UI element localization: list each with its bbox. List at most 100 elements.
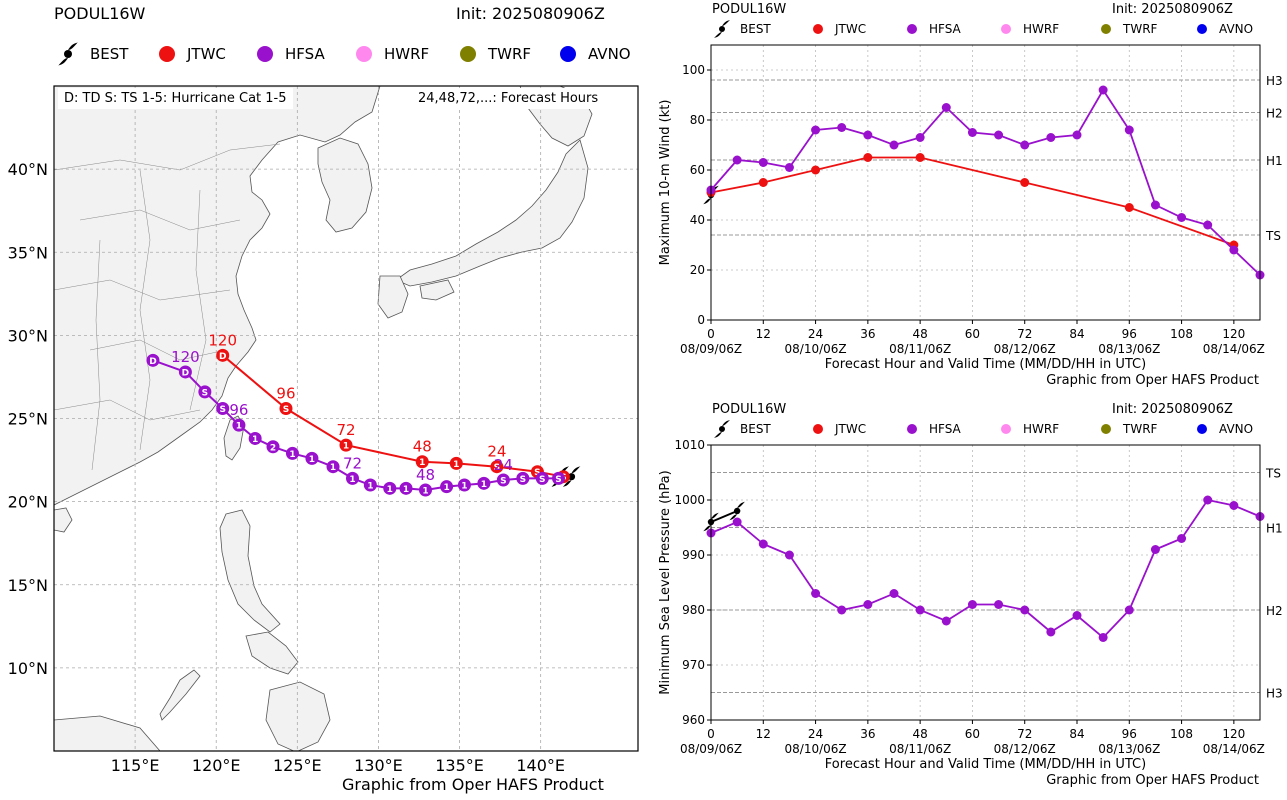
hurricane-symbol-icon <box>714 20 730 38</box>
lat-tick-label: 35°N <box>8 243 48 262</box>
twrf-circle-marker-icon <box>1101 424 1111 434</box>
wind-legend-avno: AVNO <box>1219 22 1253 36</box>
x-axis-title: Forecast Hour and Valid Time (MM/DD/HH i… <box>825 757 1146 772</box>
legend-avno-label: AVNO <box>588 45 631 63</box>
track-map: SSS241148172S96D120SSSS24111148111172111… <box>8 85 639 775</box>
valid-time-label: 08/11/06Z <box>889 742 951 756</box>
x-tick-label: 48 <box>913 727 928 741</box>
valid-time-label: 08/12/06Z <box>994 742 1056 756</box>
jtwc-series-line <box>710 156 1235 246</box>
hfsa-track-point <box>496 473 510 487</box>
x-tick-label: 72 <box>1017 327 1032 341</box>
panel-footer: Graphic from Oper HAFS Product <box>1046 373 1259 388</box>
jtwc-category-label: 1 <box>419 458 425 468</box>
hfsa-category-label: 1 <box>330 463 336 473</box>
hfsa-hour-label: 48 <box>416 466 435 484</box>
jtwc-track-point <box>216 348 230 362</box>
map-note-hours: 24,48,72,...: Forecast Hours <box>412 88 605 109</box>
lon-tick-label: 140°E <box>516 756 565 775</box>
jtwc-category-label: S <box>494 463 500 473</box>
map-gridlines <box>54 86 638 751</box>
hfsa-data-point <box>994 130 1004 140</box>
hfsa-data-point <box>941 103 951 112</box>
pres-legend-hfsa: HFSA <box>929 422 962 436</box>
hfsa-category-label: 1 <box>387 485 393 495</box>
valid-time-label: 08/09/06Z <box>680 742 742 756</box>
jtwc-track-line <box>222 354 564 478</box>
lon-tick-label: 130°E <box>354 756 403 775</box>
hfsa-track-point <box>285 446 299 460</box>
pres-legend-hwrf: HWRF <box>1023 422 1059 436</box>
legend-twrf-label: TWRF <box>487 45 531 63</box>
lon-tick-label: 135°E <box>435 756 484 775</box>
lon-tick-label: 120°E <box>192 756 241 775</box>
hfsa-category-label: 1 <box>349 475 355 485</box>
jtwc-category-label: S <box>283 405 289 415</box>
hfsa-track-point <box>232 418 246 432</box>
jtwc-data-point <box>863 153 873 162</box>
y-tick-label: 0 <box>697 313 705 327</box>
hfsa-data-point <box>1124 605 1134 615</box>
map-footer: Graphic from Oper HAFS Product <box>342 775 604 794</box>
hfsa-category-label: S <box>520 475 526 485</box>
y-tick-label: 1000 <box>674 493 705 507</box>
hfsa-track-point <box>146 353 160 367</box>
jtwc-data-point <box>811 165 821 175</box>
jtwc-data-point <box>915 153 925 162</box>
jtwc-category-label: 1 <box>343 442 349 452</box>
hfsa-data-point <box>732 517 742 527</box>
y-tick-label: 960 <box>682 713 705 727</box>
plot-area <box>703 495 1265 642</box>
land-mindanao <box>265 681 331 751</box>
legend-jtwc-label: JTWC <box>186 45 226 63</box>
land-shikoku <box>419 279 455 301</box>
panel-footer: Graphic from Oper HAFS Product <box>1046 773 1259 788</box>
x-tick-label: 0 <box>707 727 715 741</box>
hfsa-data-point <box>758 158 768 167</box>
hfsa-track-point <box>477 476 491 490</box>
hfsa-circle-marker-icon <box>907 424 917 434</box>
x-tick-label: 24 <box>808 727 823 741</box>
legend-avno: AVNO <box>560 45 631 63</box>
wind-init-time: Init: 2025080906Z <box>1112 2 1233 17</box>
hfsa-data-point <box>1072 130 1082 140</box>
intensity-reference-label: TS <box>1265 229 1281 243</box>
hfsa-data-point <box>1124 125 1134 135</box>
hfsa-category-label: 1 <box>367 482 373 492</box>
x-tick-label: 120 <box>1222 727 1245 741</box>
wind-legend-jtwc: JTWC <box>834 22 866 36</box>
hwrf-circle-marker-icon <box>1001 424 1011 434</box>
hfsa-track-point <box>345 471 359 485</box>
hwrf-circle-marker-icon <box>356 46 372 62</box>
legend-hfsa-label: HFSA <box>285 45 325 63</box>
valid-time-label: 08/10/06Z <box>785 342 847 356</box>
plot-frame <box>710 444 1261 721</box>
land-hainan <box>54 507 73 533</box>
hfsa-series-line <box>710 88 1261 276</box>
map-frame <box>53 85 639 752</box>
hfsa-category-label: 1 <box>481 480 487 490</box>
pres-init-time: Init: 2025080906Z <box>1112 402 1233 417</box>
hfsa-data-point <box>1046 627 1056 637</box>
valid-time-label: 08/10/06Z <box>785 742 847 756</box>
hfsa-data-point <box>1229 245 1239 255</box>
hfsa-data-point <box>1072 611 1082 620</box>
hfsa-category-label: D <box>149 357 156 367</box>
x-tick-label: 60 <box>965 727 980 741</box>
map-title: PODUL16W <box>54 4 146 23</box>
y-tick-label: 980 <box>682 603 705 617</box>
legend-hwrf: HWRF <box>356 45 429 63</box>
jtwc-hour-label: 72 <box>336 421 355 439</box>
jtwc-data-point <box>758 178 768 187</box>
legend-best: BEST <box>58 42 129 66</box>
x-tick-label: 12 <box>756 327 771 341</box>
pres-legend-best: BEST <box>740 422 771 436</box>
y-tick-label: 970 <box>682 658 705 672</box>
hfsa-category-label: 2 <box>270 443 276 453</box>
valid-time-label: 08/11/06Z <box>889 342 951 356</box>
hfsa-data-point <box>863 600 873 609</box>
plot-frame <box>710 44 1261 321</box>
y-tick-label: 80 <box>690 113 705 127</box>
map-legend: BEST JTWC HFSA HWRF TWRF AVNO <box>58 42 631 66</box>
hfsa-track-point <box>216 402 230 416</box>
